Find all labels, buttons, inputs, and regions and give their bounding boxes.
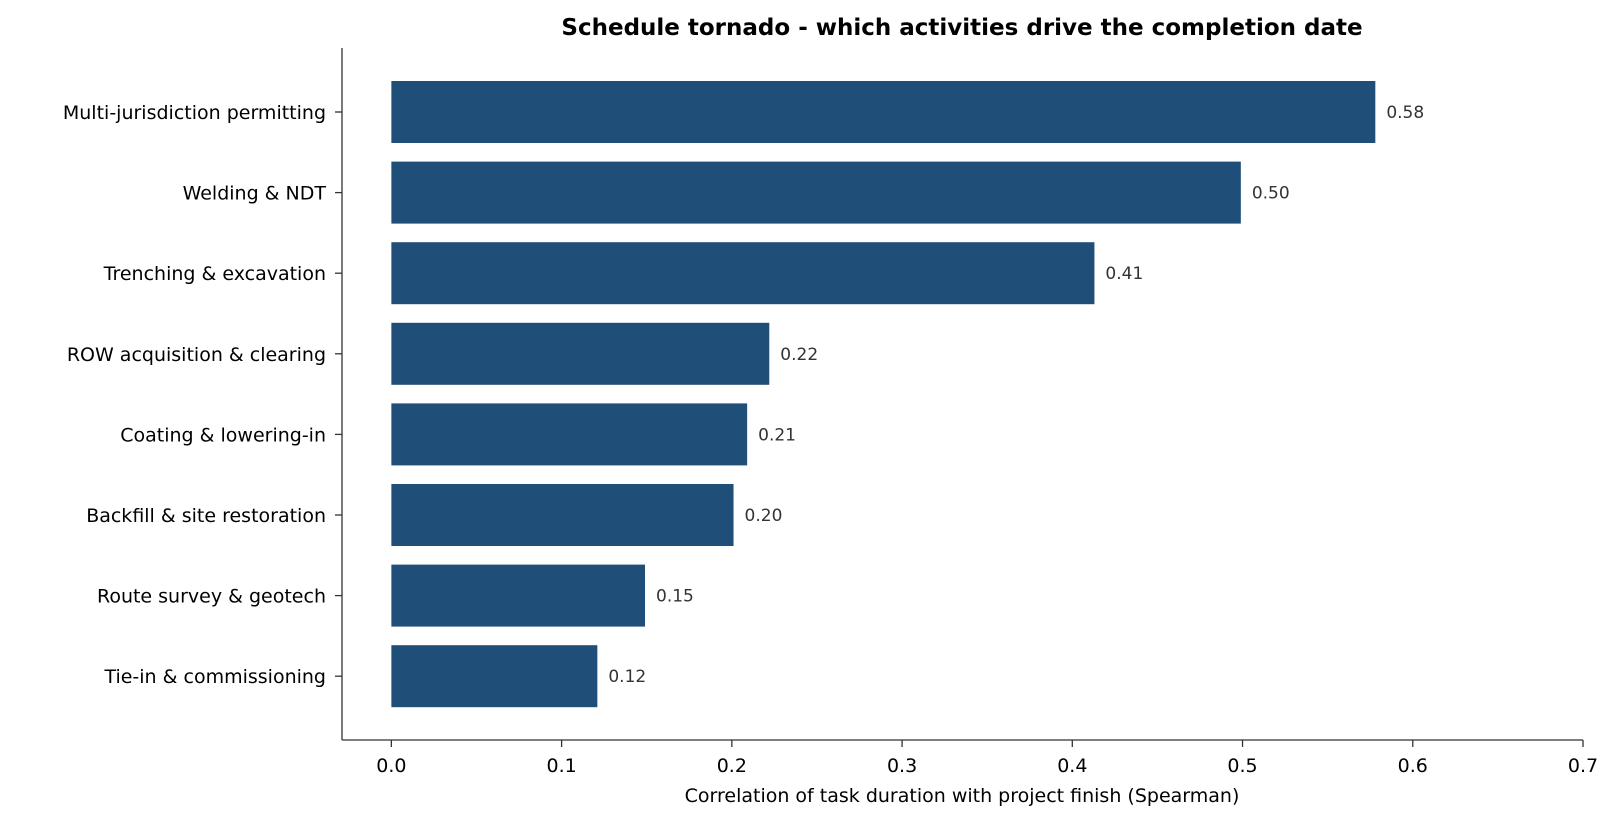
bar-5 <box>391 403 748 466</box>
value-label-5: 0.21 <box>758 425 796 445</box>
category-label-5: Coating & lowering-in <box>120 424 326 446</box>
x-axis: 0.0 0.1 0.2 0.3 0.4 0.5 0.6 0.7 <box>342 739 1598 777</box>
value-labels-group: 0.58 0.50 0.41 0.22 0.21 0.20 0.15 0.12 <box>608 103 1424 687</box>
x-axis-label: Correlation of task duration with projec… <box>685 785 1240 807</box>
value-label-2: 0.50 <box>1252 184 1290 204</box>
x-tick-label-3: 0.2 <box>717 755 747 777</box>
x-tick-label-6: 0.5 <box>1227 755 1257 777</box>
category-label-7: Route survey & geotech <box>97 586 326 608</box>
category-label-1: Multi-jurisdiction permitting <box>63 102 326 124</box>
bar-7 <box>391 564 646 627</box>
value-label-4: 0.22 <box>780 345 818 365</box>
y-axis: Multi-jurisdiction permitting Welding & N… <box>63 48 343 740</box>
value-label-7: 0.15 <box>656 587 694 607</box>
bar-2 <box>391 161 1241 224</box>
value-label-1: 0.58 <box>1386 103 1424 123</box>
x-tick-label-2: 0.1 <box>546 755 576 777</box>
bar-6 <box>391 484 734 546</box>
category-label-3: Trenching & excavation <box>103 263 326 285</box>
value-label-8: 0.12 <box>608 667 646 687</box>
category-label-6: Backfill & site restoration <box>86 505 326 527</box>
bars-group <box>391 81 1376 708</box>
value-label-6: 0.20 <box>745 506 783 526</box>
category-label-8: Tie-in & commissioning <box>103 666 326 688</box>
bar-4 <box>391 322 770 385</box>
bar-8 <box>391 645 598 708</box>
x-tick-label-7: 0.6 <box>1398 755 1428 777</box>
category-label-2: Welding & NDT <box>183 183 327 205</box>
x-tick-label-1: 0.0 <box>376 755 406 777</box>
chart-title: Schedule tornado - which activities driv… <box>561 15 1362 41</box>
bar-1 <box>391 81 1376 143</box>
x-tick-label-8: 0.7 <box>1568 755 1598 777</box>
x-tick-label-5: 0.4 <box>1057 755 1087 777</box>
value-label-3: 0.41 <box>1105 264 1143 284</box>
x-tick-label-4: 0.3 <box>887 755 917 777</box>
bar-3 <box>391 242 1095 305</box>
category-label-4: ROW acquisition & clearing <box>67 344 326 366</box>
